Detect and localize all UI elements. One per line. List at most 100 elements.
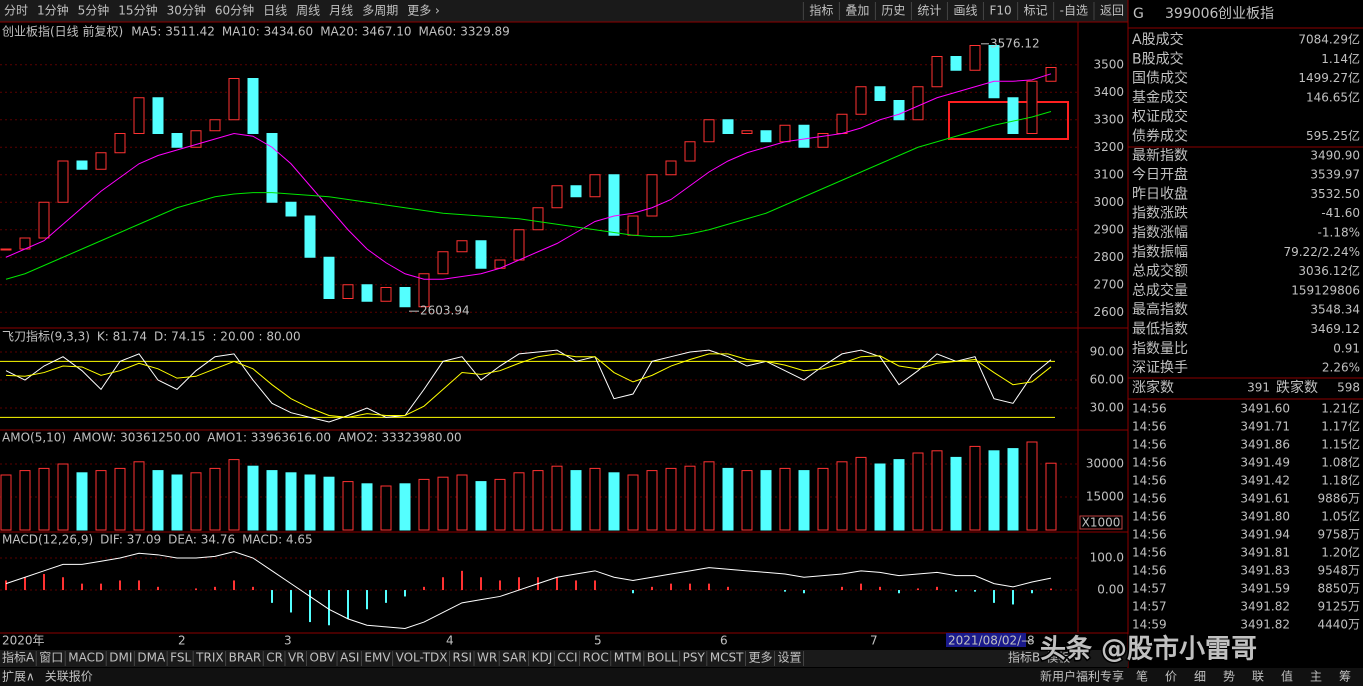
- indicator-tab[interactable]: PSY: [683, 651, 706, 665]
- indicator-tab[interactable]: MTM: [614, 651, 642, 665]
- amo-bar: [114, 467, 126, 531]
- toolbar-button[interactable]: 5分钟: [78, 3, 110, 18]
- y-tick-label: 3500: [1093, 57, 1124, 71]
- tick-volume: 1.17亿: [1321, 419, 1360, 434]
- panel-tab[interactable]: 联: [1252, 670, 1264, 684]
- indicator-tab[interactable]: CR: [266, 651, 283, 665]
- toolbar-button[interactable]: 返回: [1100, 4, 1124, 18]
- indicator-tab[interactable]: OBV: [310, 651, 336, 665]
- legend-entry: K: 81.74: [97, 330, 147, 344]
- toolbar-button[interactable]: 统计: [917, 4, 941, 18]
- panel-tab[interactable]: 主: [1310, 670, 1322, 684]
- tick-price: 3491.94: [1240, 528, 1290, 542]
- toolbar-button[interactable]: 画线: [953, 4, 977, 18]
- toolbar-button[interactable]: 指标: [809, 3, 833, 18]
- candle: [893, 100, 905, 121]
- toolbar-button[interactable]: 15分钟: [118, 3, 157, 18]
- indicator-tab[interactable]: CCI: [557, 651, 577, 665]
- toolbar-button[interactable]: 标记: [1024, 4, 1048, 18]
- candle: [779, 124, 791, 143]
- panel-tab[interactable]: 细: [1194, 670, 1206, 684]
- amo-bar: [133, 461, 145, 531]
- amo-bar: [38, 467, 50, 531]
- ma60-line: [5, 111, 1052, 280]
- status-button[interactable]: 扩展∧: [2, 670, 35, 684]
- toolbar-button[interactable]: -自选: [1060, 4, 1088, 18]
- toolbar-button[interactable]: 周线: [296, 4, 320, 18]
- x-tick-label: 3: [284, 634, 292, 648]
- indicator-tab[interactable]: ASI: [340, 651, 359, 665]
- indicator-tab[interactable]: 模板: [1046, 651, 1070, 665]
- indicator-tab[interactable]: SAR: [502, 651, 526, 665]
- toolbar-button[interactable]: 历史: [881, 4, 905, 18]
- indicator-tab[interactable]: BRAR: [229, 651, 262, 665]
- indicator-tab[interactable]: 指标A: [2, 650, 35, 665]
- tick-volume: 1.05亿: [1321, 509, 1360, 524]
- indicator-tab[interactable]: 窗口: [39, 651, 63, 665]
- panel-tab[interactable]: 势: [1223, 670, 1235, 684]
- indicator-tab[interactable]: MCST: [710, 651, 744, 665]
- indicator-tab[interactable]: 指标B: [1008, 650, 1040, 665]
- amo-bar: [209, 467, 221, 531]
- candle: [969, 45, 981, 71]
- indicator-tab[interactable]: MACD: [68, 651, 104, 665]
- toolbar-button[interactable]: 日线: [263, 4, 287, 18]
- y-tick-label: 3100: [1093, 167, 1124, 181]
- indicator-tab[interactable]: VR: [288, 651, 305, 665]
- y-tick-label: 3200: [1093, 140, 1124, 154]
- candle: [798, 124, 810, 148]
- tick-time: 14:56: [1132, 510, 1167, 524]
- panel-tab[interactable]: 笔: [1136, 669, 1148, 684]
- panel-tab[interactable]: 筹: [1339, 670, 1351, 684]
- indicator-tab[interactable]: KDJ: [532, 651, 553, 665]
- panel-tab[interactable]: 值: [1281, 669, 1293, 684]
- indicator-tab[interactable]: DMA: [137, 651, 166, 665]
- indicator-tab[interactable]: WR: [477, 651, 497, 665]
- indicator-tab[interactable]: VOL-TDX: [396, 651, 448, 665]
- toolbar-button[interactable]: 1分钟: [37, 3, 69, 18]
- tick-volume: 1.20亿: [1321, 545, 1360, 560]
- indicator-tab[interactable]: 设置: [778, 651, 802, 665]
- amo-bar: [988, 450, 1000, 531]
- toolbar-button[interactable]: 更多 ›: [407, 4, 440, 18]
- indicator-tab[interactable]: TRIX: [195, 651, 223, 665]
- tick-price: 3491.86: [1240, 438, 1290, 452]
- quote-label: 权证成交: [1132, 108, 1188, 125]
- indicator-tab[interactable]: BOLL: [647, 651, 678, 665]
- toolbar-button[interactable]: 分时: [4, 4, 28, 18]
- amo-bar: [494, 478, 506, 531]
- annotation: 2603.94: [420, 304, 470, 318]
- watermark: 头条 @股市小雷哥: [1040, 634, 1257, 665]
- legend-entry: AMO2: 33323980.00: [338, 431, 462, 445]
- toolbar-button[interactable]: 60分钟: [215, 3, 254, 18]
- amo-bar: [874, 463, 886, 531]
- amo-bar: [855, 456, 867, 531]
- indicator-tab[interactable]: FSL: [170, 651, 191, 665]
- indicator-tab[interactable]: 更多: [749, 651, 773, 665]
- quote-label: B股成交: [1132, 50, 1184, 67]
- status-button[interactable]: 关联报价: [45, 669, 93, 684]
- candle: [874, 86, 886, 101]
- unit-label: X1000: [1082, 516, 1121, 530]
- candle: [361, 284, 373, 302]
- indicator-tab[interactable]: DMI: [109, 651, 132, 665]
- y-tick-label: 3300: [1093, 112, 1124, 126]
- quote-value: 3532.50: [1310, 187, 1360, 201]
- promo-link[interactable]: 新用户福利专享: [1040, 669, 1124, 684]
- x-tick-label: 6: [720, 634, 728, 648]
- indicator-tab[interactable]: ROC: [583, 651, 609, 665]
- tick-time: 14:56: [1132, 438, 1167, 452]
- toolbar-button[interactable]: F10: [989, 4, 1011, 18]
- indicator-tab[interactable]: RSI: [453, 651, 473, 665]
- toolbar-button[interactable]: 多周期: [362, 4, 398, 18]
- y-tick-label: 0.00: [1097, 583, 1124, 597]
- breadth-label: 涨家数: [1132, 379, 1174, 396]
- panel-tab[interactable]: 价: [1165, 670, 1177, 684]
- indicator-tab[interactable]: EMV: [364, 651, 391, 665]
- toolbar-button[interactable]: 30分钟: [167, 3, 206, 18]
- toolbar-button[interactable]: 叠加: [845, 4, 869, 18]
- toolbar-button[interactable]: 月线: [329, 4, 353, 18]
- amo-bar: [399, 483, 411, 531]
- quote-value: 595.25亿: [1306, 128, 1360, 143]
